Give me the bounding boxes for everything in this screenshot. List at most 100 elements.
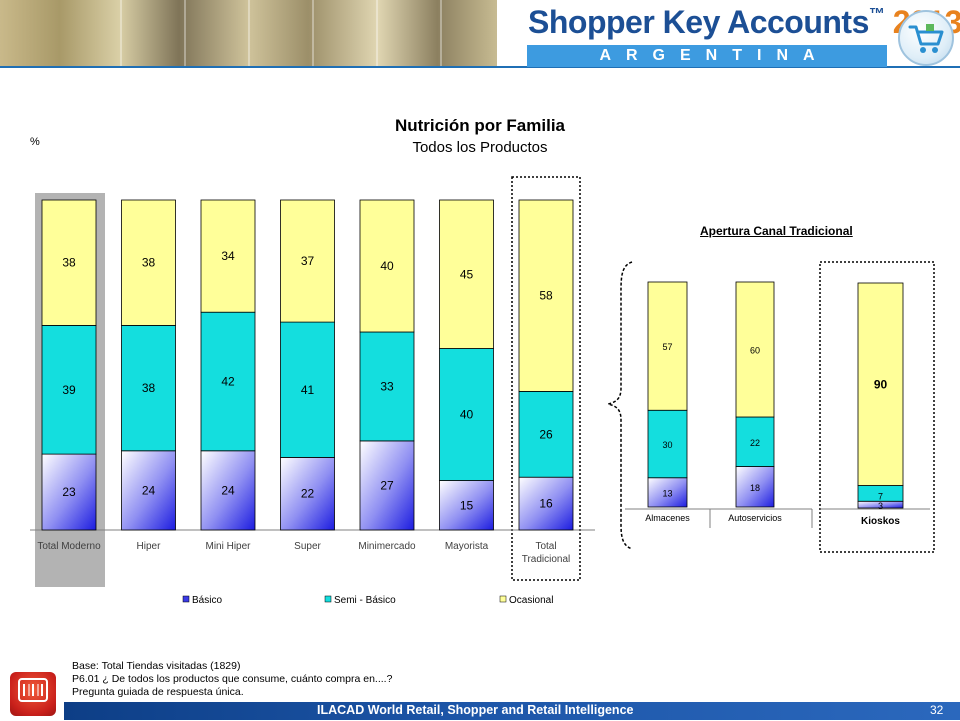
- data-label-minimercado-ocasional: 40: [380, 259, 394, 273]
- base-note: Base: Total Tiendas visitadas (1829): [72, 660, 241, 672]
- legend-label-basico: Básico: [192, 595, 222, 606]
- apertura-title: Apertura Canal Tradicional: [700, 224, 853, 238]
- x-tick-label-hiper: Hiper: [137, 541, 162, 552]
- question-note: P6.01 ¿ De todos los productos que consu…: [72, 673, 393, 685]
- x-tick-label-total-moderno: Total Moderno: [37, 541, 101, 552]
- chart-subtitle: Todos los Productos: [412, 139, 548, 156]
- footer-bar: [64, 702, 960, 720]
- chart-legend: Básico Semi - Básico Ocasional: [182, 595, 553, 606]
- bar-total-moderno-semi-basico: [41, 324, 97, 455]
- data-label-mini-hiper-semi-basico: 42: [221, 375, 235, 389]
- legend-swatch-basico: [182, 595, 190, 603]
- x-tick-label-mini-hiper: Mini Hiper: [205, 541, 251, 552]
- bar-autoservicios-basico: [735, 466, 775, 508]
- brand-trademark: ™: [868, 6, 885, 23]
- photo-divider: [124, 0, 186, 66]
- data-label-super-ocasional: 37: [301, 254, 315, 268]
- bar-total-tradicional-basico: [518, 476, 574, 531]
- data-label-minimercado-basico: 27: [380, 478, 394, 492]
- bar-mini-hiper-semi-basico: [200, 311, 256, 452]
- data-label-almacenes-ocasional: 57: [662, 342, 672, 352]
- legend-swatch-semi-basico: [324, 595, 332, 603]
- kioskos-highlight-box: [819, 261, 935, 553]
- photo-divider: [380, 0, 442, 66]
- bar-almacenes-ocasional: [647, 281, 688, 411]
- bar-minimercado-ocasional: [359, 199, 415, 333]
- photo-divider: [316, 0, 378, 66]
- data-label-total-moderno-basico: 23: [62, 485, 76, 499]
- bar-total-tradicional-semi-basico: [518, 390, 574, 478]
- total-tradicional-highlight-box: [511, 176, 581, 581]
- data-label-hiper-basico: 24: [142, 483, 156, 497]
- base-notes: Base: Total Tiendas visitadas (1829) P6.…: [72, 660, 392, 699]
- data-label-autoservicios-basico: 18: [750, 483, 760, 493]
- country-bar: ARGENTINA: [527, 45, 887, 67]
- data-label-autoservicios-ocasional: 60: [750, 346, 760, 356]
- bar-autoservicios-ocasional: [735, 281, 775, 418]
- data-label-hiper-ocasional: 38: [142, 256, 156, 270]
- bar-super-basico: [280, 456, 335, 531]
- x-tick-label-autoservicios: Autoservicios: [728, 513, 782, 523]
- x-tick-label-kioskos: Kioskos: [861, 516, 900, 527]
- x-tick-label-total-tradicional: Total: [535, 541, 556, 552]
- data-label-super-semi-basico: 41: [301, 383, 315, 397]
- bar-total-moderno-ocasional: [41, 199, 97, 326]
- grouping-brace: [607, 261, 633, 550]
- page-number: 32: [930, 703, 944, 717]
- bar-minimercado-semi-basico: [359, 331, 415, 442]
- bar-mayorista-basico: [439, 480, 494, 531]
- data-label-almacenes-semi-basico: 30: [662, 440, 672, 450]
- legend-label-ocasional: Ocasional: [509, 595, 553, 606]
- legend-swatch-ocasional: [499, 595, 507, 603]
- data-label-total-tradicional-basico: 16: [539, 497, 553, 511]
- data-label-kioskos-ocasional: 90: [874, 377, 888, 391]
- bar-super-semi-basico: [280, 321, 335, 458]
- bar-minimercado-basico: [359, 440, 415, 531]
- x-tick-label-total-tradicional: Tradicional: [522, 554, 571, 565]
- bar-super-ocasional: [280, 199, 335, 323]
- bar-mini-hiper-ocasional: [200, 199, 256, 313]
- data-label-kioskos-semi-basico: 7: [878, 491, 883, 501]
- bar-mini-hiper-basico: [200, 450, 256, 531]
- bar-almacenes-semi-basico: [647, 409, 688, 479]
- bar-mayorista-semi-basico: [439, 348, 494, 481]
- bar-total-moderno-basico: [41, 453, 97, 531]
- bar-autoservicios-semi-basico: [735, 416, 775, 467]
- ilacad-logo-icon: [10, 672, 56, 716]
- header-photo-banner: [0, 0, 497, 66]
- data-label-mayorista-basico: 15: [460, 498, 474, 512]
- data-label-mayorista-semi-basico: 40: [460, 408, 474, 422]
- chart-title: Nutrición por Familia: [394, 116, 566, 135]
- bar-hiper-basico: [121, 450, 176, 531]
- header-rule: [0, 66, 960, 68]
- data-label-total-tradicional-ocasional: 58: [539, 289, 553, 303]
- unit-label: %: [30, 136, 40, 148]
- bar-mayorista-ocasional: [439, 199, 494, 349]
- x-tick-label-almacenes: Almacenes: [645, 513, 690, 523]
- data-label-autoservicios-semi-basico: 22: [750, 438, 760, 448]
- legend-label-semi-basico: Semi - Básico: [334, 595, 396, 606]
- x-tick-label-super: Super: [294, 541, 321, 552]
- footer-text: ILACAD World Retail, Shopper and Retail …: [317, 703, 634, 717]
- shopping-cart-logo-icon: [898, 10, 954, 66]
- data-label-almacenes-basico: 13: [662, 488, 672, 498]
- bar-hiper-semi-basico: [121, 324, 176, 452]
- data-label-mini-hiper-ocasional: 34: [221, 249, 235, 263]
- data-label-super-basico: 22: [301, 487, 315, 501]
- data-label-hiper-semi-basico: 38: [142, 381, 156, 395]
- guide-note: Pregunta guiada de respuesta única.: [72, 686, 244, 698]
- x-tick-label-minimercado: Minimercado: [358, 541, 416, 552]
- x-tick-label-mayorista: Mayorista: [445, 541, 489, 552]
- photo-divider: [60, 0, 122, 66]
- data-label-kioskos-basico: 3: [878, 501, 883, 511]
- photo-divider: [188, 0, 250, 66]
- data-label-minimercado-semi-basico: 33: [380, 379, 394, 393]
- bar-kioskos-ocasional: [857, 282, 904, 486]
- data-label-mini-hiper-basico: 24: [221, 483, 235, 497]
- photo-divider: [252, 0, 314, 66]
- data-label-total-moderno-ocasional: 38: [62, 256, 76, 270]
- data-label-total-moderno-semi-basico: 39: [62, 383, 76, 397]
- brand-name: Shopper Key Accounts: [528, 4, 869, 40]
